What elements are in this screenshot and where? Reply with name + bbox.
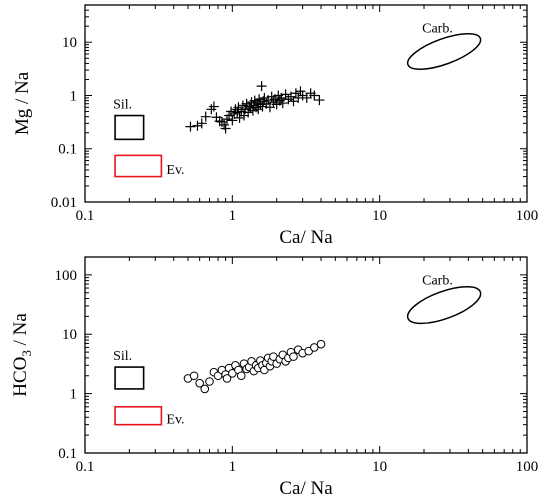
- data-point-plus: [290, 88, 301, 99]
- x-tick-label: 100: [516, 459, 539, 475]
- data-point-plus: [314, 95, 325, 106]
- data-point-circle: [200, 384, 210, 394]
- y-axis-title: HCO3 / Na: [10, 313, 34, 397]
- evaporite-endmember-box: [114, 154, 163, 178]
- carbonate-endmember-ellipse: [406, 32, 482, 70]
- x-tick-label: 100: [516, 208, 539, 224]
- y-tick-label: 0.01: [51, 195, 77, 211]
- y-axis-title-subscript: 3: [19, 350, 34, 357]
- data-point-circle: [289, 352, 298, 361]
- data-point-plus: [254, 94, 265, 105]
- y-axis-title-part: / Na: [10, 313, 31, 351]
- silicate-endmember-box: [114, 114, 145, 141]
- evaporite-label: Ev.: [166, 413, 184, 428]
- evaporite-endmember-box: [114, 405, 163, 426]
- y-tick-label: 10: [62, 327, 77, 343]
- data-point-plus: [256, 81, 267, 92]
- data-point-plus: [234, 112, 245, 123]
- data-point-plus: [297, 90, 308, 101]
- x-axis-title: Ca/ Na: [279, 478, 333, 499]
- x-tick-label: 10: [372, 208, 387, 224]
- data-point-plus: [200, 111, 211, 122]
- y-axis-title: Mg / Na: [12, 71, 33, 135]
- data-point-plus: [196, 118, 207, 129]
- data-point-circle: [236, 371, 246, 381]
- y-tick-label: 10: [62, 35, 77, 51]
- data-point-plus: [249, 95, 260, 106]
- silicate-endmember-box: [114, 366, 145, 390]
- data-point-circle: [195, 378, 204, 388]
- data-point-plus: [192, 120, 203, 131]
- data-point-circle: [189, 371, 199, 381]
- y-tick-label: 100: [55, 268, 78, 284]
- data-point-plus: [280, 89, 291, 100]
- carbonate-label: Carb.: [422, 22, 453, 37]
- y-tick-label: 1: [70, 88, 78, 104]
- y-tick-label: 1: [70, 387, 78, 403]
- y-axis-title-part: HCO: [10, 357, 31, 397]
- y-tick-label: 0.1: [58, 142, 77, 158]
- data-point-plus: [309, 90, 320, 101]
- chart-bottom-hco3-na: 0.1 1 10 100 0.1 1 10 100 Ca/ Na HCO3 / Na Carb. Si…: [10, 256, 539, 499]
- data-point-plus: [243, 107, 254, 118]
- x-tick-label: 10: [372, 459, 387, 475]
- silicate-label: Sil.: [113, 98, 132, 113]
- x-tick-label: 1: [229, 459, 237, 475]
- x-tick-label: 0.1: [76, 208, 95, 224]
- data-point-plus: [232, 107, 243, 118]
- data-point-plus: [277, 98, 288, 109]
- carbonate-endmember-ellipse: [406, 285, 482, 325]
- plot-frame: [84, 256, 528, 454]
- silicate-label: Sil.: [113, 349, 132, 364]
- data-point-plus: [293, 92, 304, 103]
- x-axis-title: Ca/ Na: [279, 227, 333, 248]
- y-tick-label: 0.1: [58, 446, 77, 462]
- data-point-circle: [205, 377, 214, 386]
- data-point-circle: [316, 339, 326, 349]
- evaporite-label: Ev.: [166, 163, 184, 178]
- data-point-plus: [220, 123, 231, 134]
- carbonate-label: Carb.: [422, 274, 453, 289]
- data-point-circle: [222, 374, 232, 383]
- data-point-circle: [309, 343, 319, 352]
- data-point-plus: [295, 86, 306, 97]
- data-point-plus: [185, 121, 196, 132]
- data-point-plus: [208, 101, 219, 112]
- data-point-plus: [227, 115, 238, 126]
- data-point-plus: [206, 104, 217, 115]
- data-point-plus: [283, 94, 294, 105]
- x-tick-label: 1: [229, 208, 237, 224]
- x-tick-label: 0.1: [76, 459, 95, 475]
- data-point-plus: [264, 102, 275, 113]
